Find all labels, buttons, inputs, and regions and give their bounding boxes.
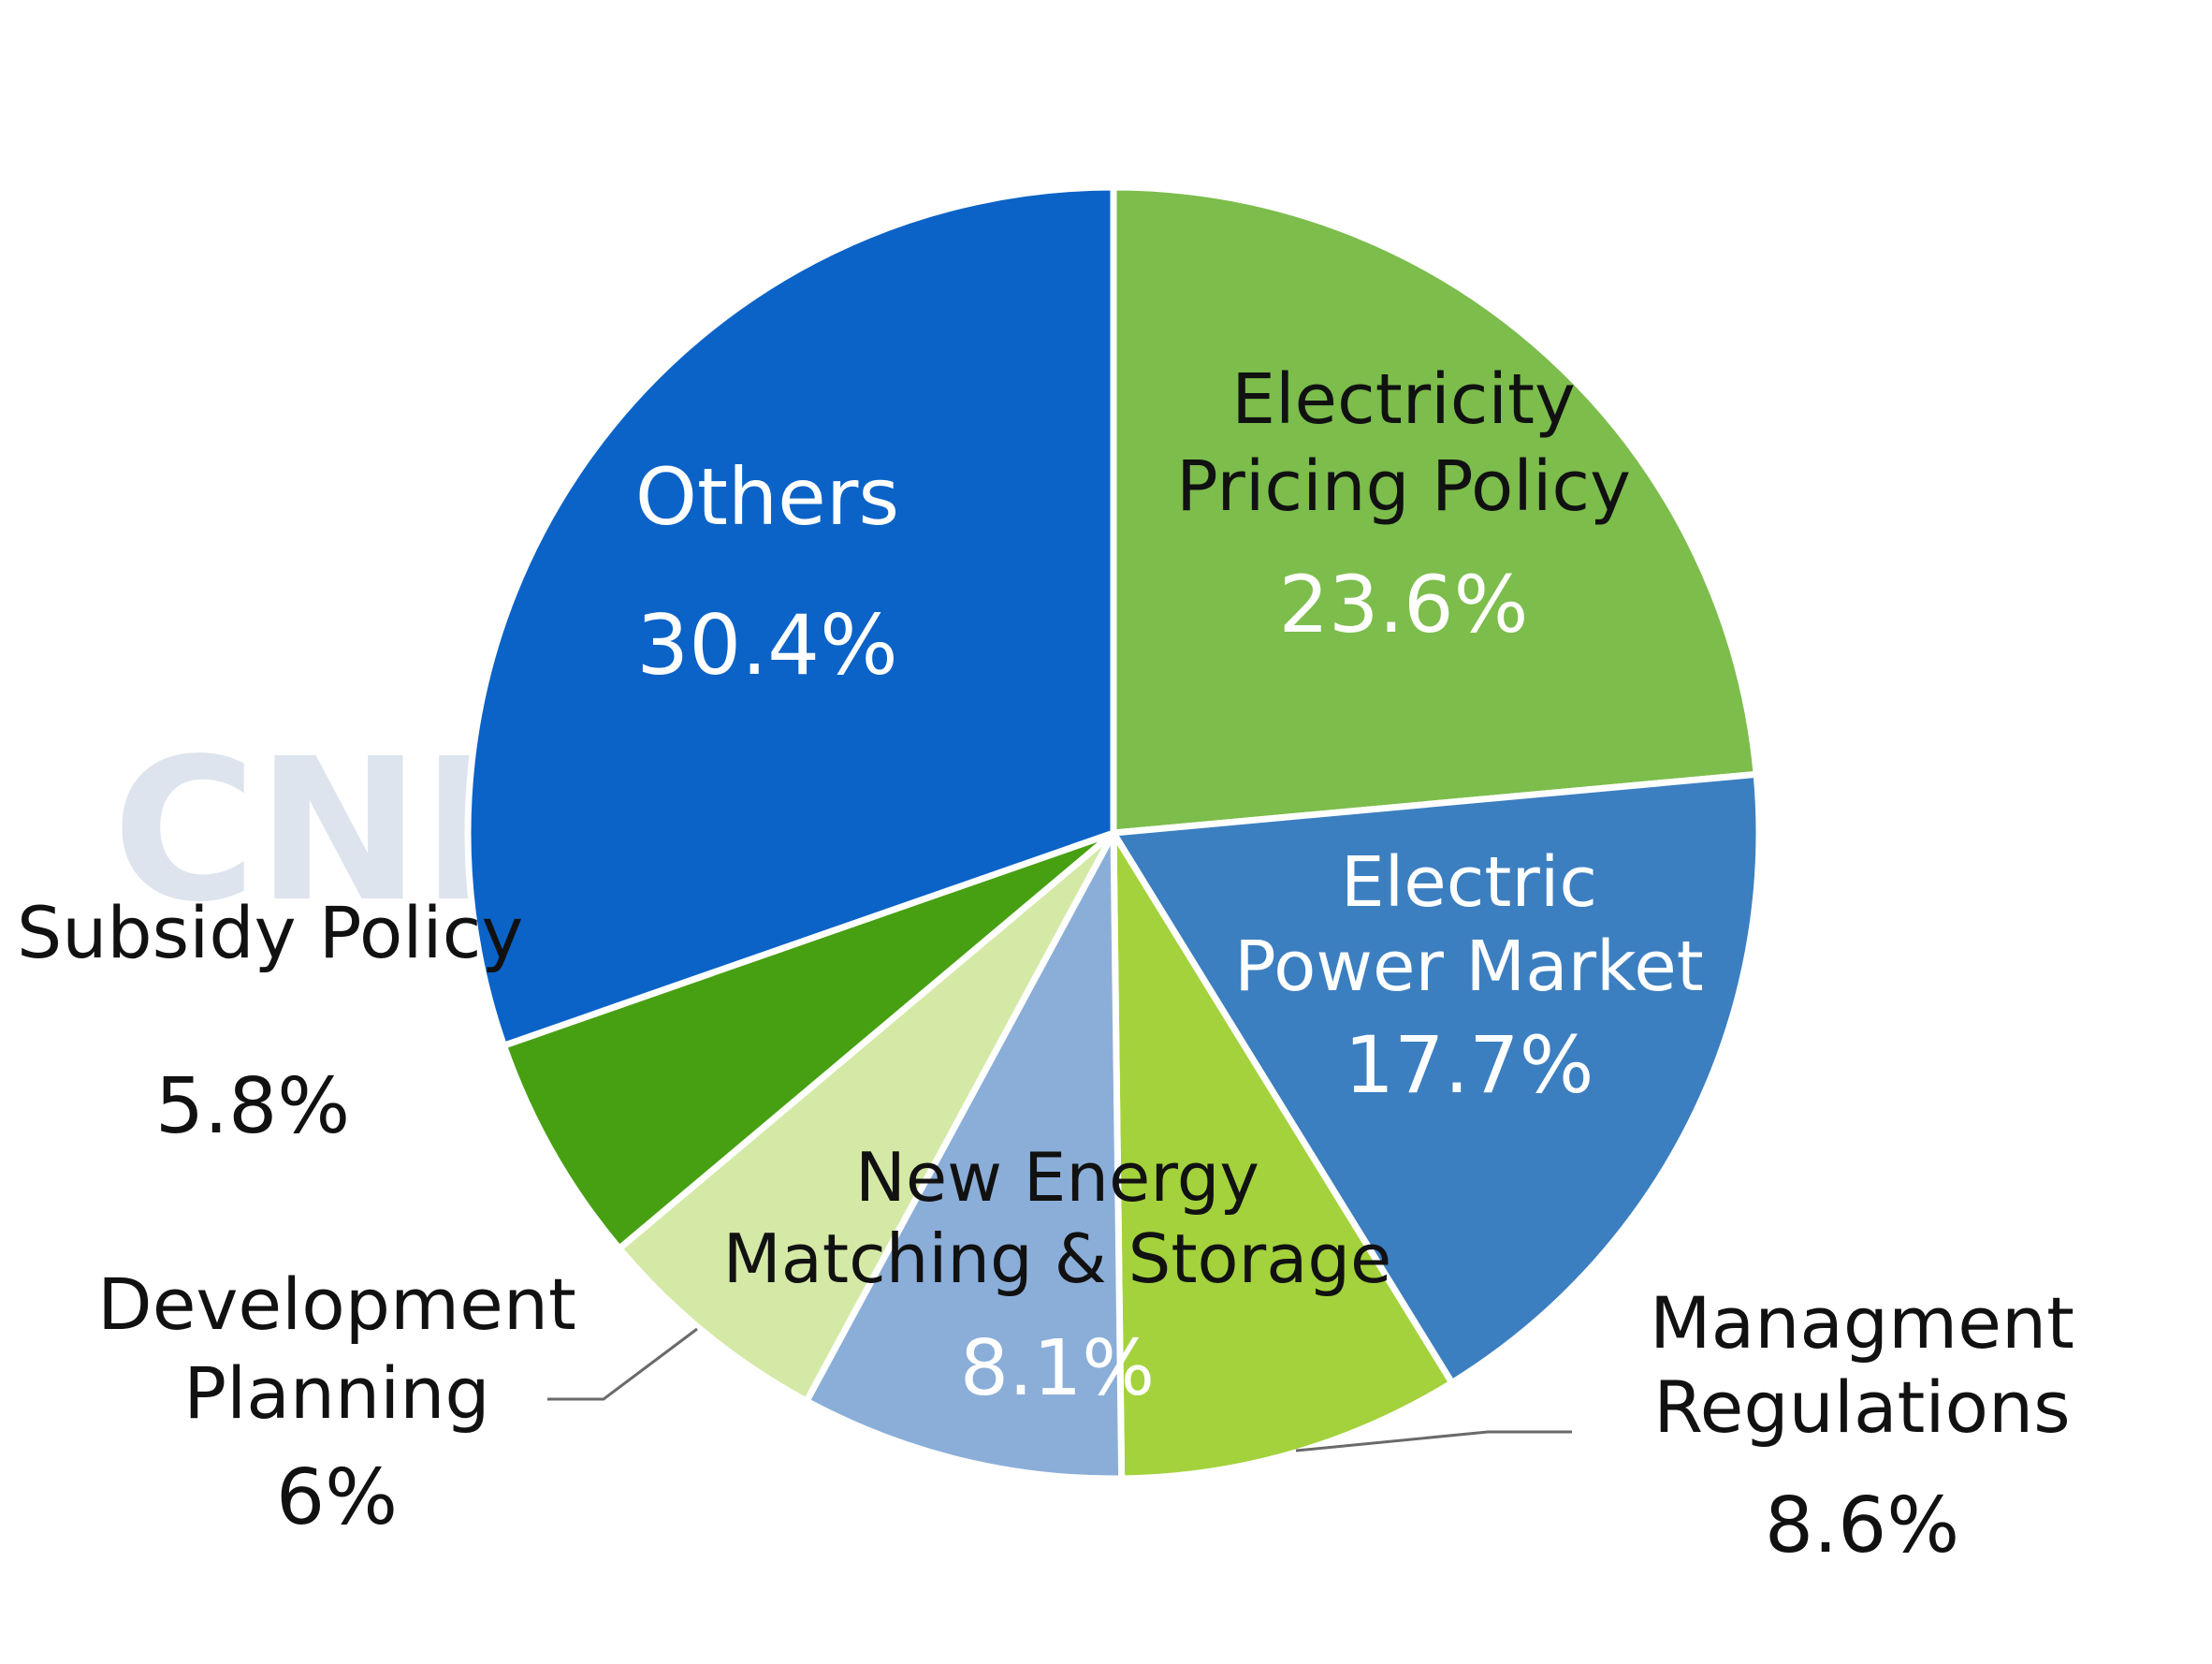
leader-line xyxy=(547,1327,698,1401)
slice-name-label: Power Market xyxy=(1234,927,1704,1007)
slice-name-label: Electric xyxy=(1341,842,1597,923)
slice-value-label: 8.1% xyxy=(960,1324,1155,1413)
slice-name-label: Pricing Policy xyxy=(1176,446,1631,527)
slice-name-label: Matching & Storage xyxy=(723,1219,1392,1298)
slice-name-label: Others xyxy=(635,451,899,543)
pie-slice xyxy=(1110,829,1456,1482)
pie-slice xyxy=(500,829,1117,1252)
slice-value-label: 23.6% xyxy=(1279,559,1529,650)
slice-value-label: 6% xyxy=(276,1453,398,1542)
slice-name-label: Planning xyxy=(183,1351,489,1435)
pie-slice xyxy=(1110,770,1763,1387)
pie-slice xyxy=(1110,183,1760,837)
leader-lines-layer xyxy=(547,1327,1572,1452)
slice-value-label: 8.6% xyxy=(1765,1482,1959,1570)
slice-name-label: Regulations xyxy=(1653,1365,2070,1449)
slice-value-label: 5.8% xyxy=(155,1062,350,1151)
slice-value-label: 30.4% xyxy=(636,597,898,693)
slice-name-label: Managment xyxy=(1650,1281,2074,1365)
slices-layer xyxy=(464,183,1763,1482)
slice-name-label: Subsidy Policy xyxy=(17,891,523,974)
leader-line xyxy=(1295,1430,1572,1452)
pie-slice xyxy=(616,829,1117,1405)
slice-name-label: Development xyxy=(97,1263,576,1346)
slice-name-label: Electricity xyxy=(1231,359,1576,440)
slice-name-label: New Energy xyxy=(855,1138,1259,1217)
slice-value-label: 17.7% xyxy=(1345,1019,1594,1111)
pie-slice xyxy=(803,829,1126,1482)
pie-slice xyxy=(464,183,1117,1049)
